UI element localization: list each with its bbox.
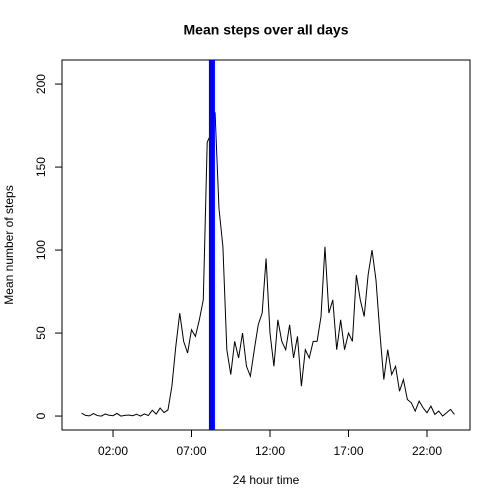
x-tick-label: 02:00 xyxy=(98,444,128,458)
x-tick-label: 22:00 xyxy=(412,444,442,458)
plot-box xyxy=(61,59,471,431)
y-tick-label: 50 xyxy=(34,326,48,340)
y-axis-label: Mean number of steps xyxy=(2,185,16,304)
y-tick-label: 100 xyxy=(34,240,48,260)
x-tick-label: 07:00 xyxy=(176,444,206,458)
chart-title: Mean steps over all days xyxy=(184,22,349,38)
data-line xyxy=(81,112,455,417)
y-tick-label: 200 xyxy=(34,74,48,94)
y-tick-label: 150 xyxy=(34,157,48,177)
x-tick-label: 17:00 xyxy=(333,444,363,458)
x-tick-label: 12:00 xyxy=(255,444,285,458)
x-axis-label: 24 hour time xyxy=(233,473,300,487)
y-tick-label: 0 xyxy=(34,412,48,419)
